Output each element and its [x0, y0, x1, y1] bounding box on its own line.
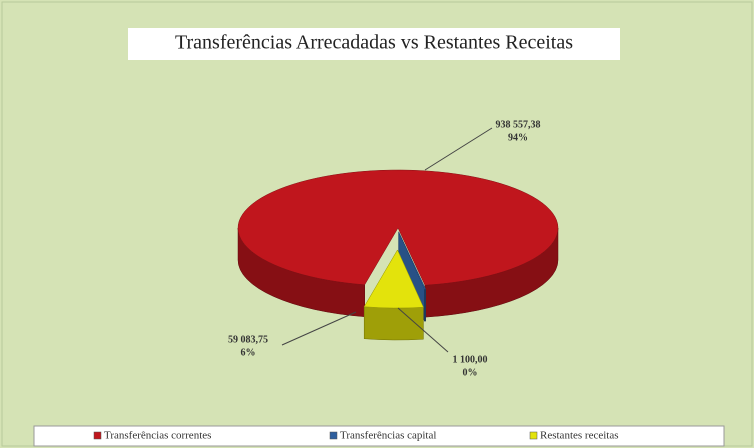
legend-label: Restantes receitas [540, 430, 619, 442]
data-label: 938 557,38 [496, 119, 541, 130]
percent-label: 0% [463, 367, 478, 378]
data-label: 1 100,00 [453, 354, 488, 365]
data-label: 59 083,75 [228, 334, 268, 345]
legend-swatch [93, 431, 102, 440]
legend-label: Transferências capital [340, 430, 436, 442]
leader-line [424, 127, 493, 171]
legend-swatch [329, 431, 338, 440]
percent-label: 94% [508, 132, 528, 143]
slice-side [424, 288, 426, 322]
leader-line [281, 311, 357, 346]
slice [398, 231, 426, 290]
slice [237, 169, 559, 286]
legend-label: Transferências correntes [104, 430, 211, 442]
slice [363, 249, 424, 309]
leader-line [397, 307, 449, 353]
percent-label: 6% [241, 347, 256, 358]
chart-title: Transferências Arrecadadas vs Restantes … [175, 32, 573, 54]
legend-swatch [529, 431, 538, 440]
title-box [128, 28, 620, 60]
legend-box [33, 425, 725, 447]
slice-side [363, 306, 424, 341]
